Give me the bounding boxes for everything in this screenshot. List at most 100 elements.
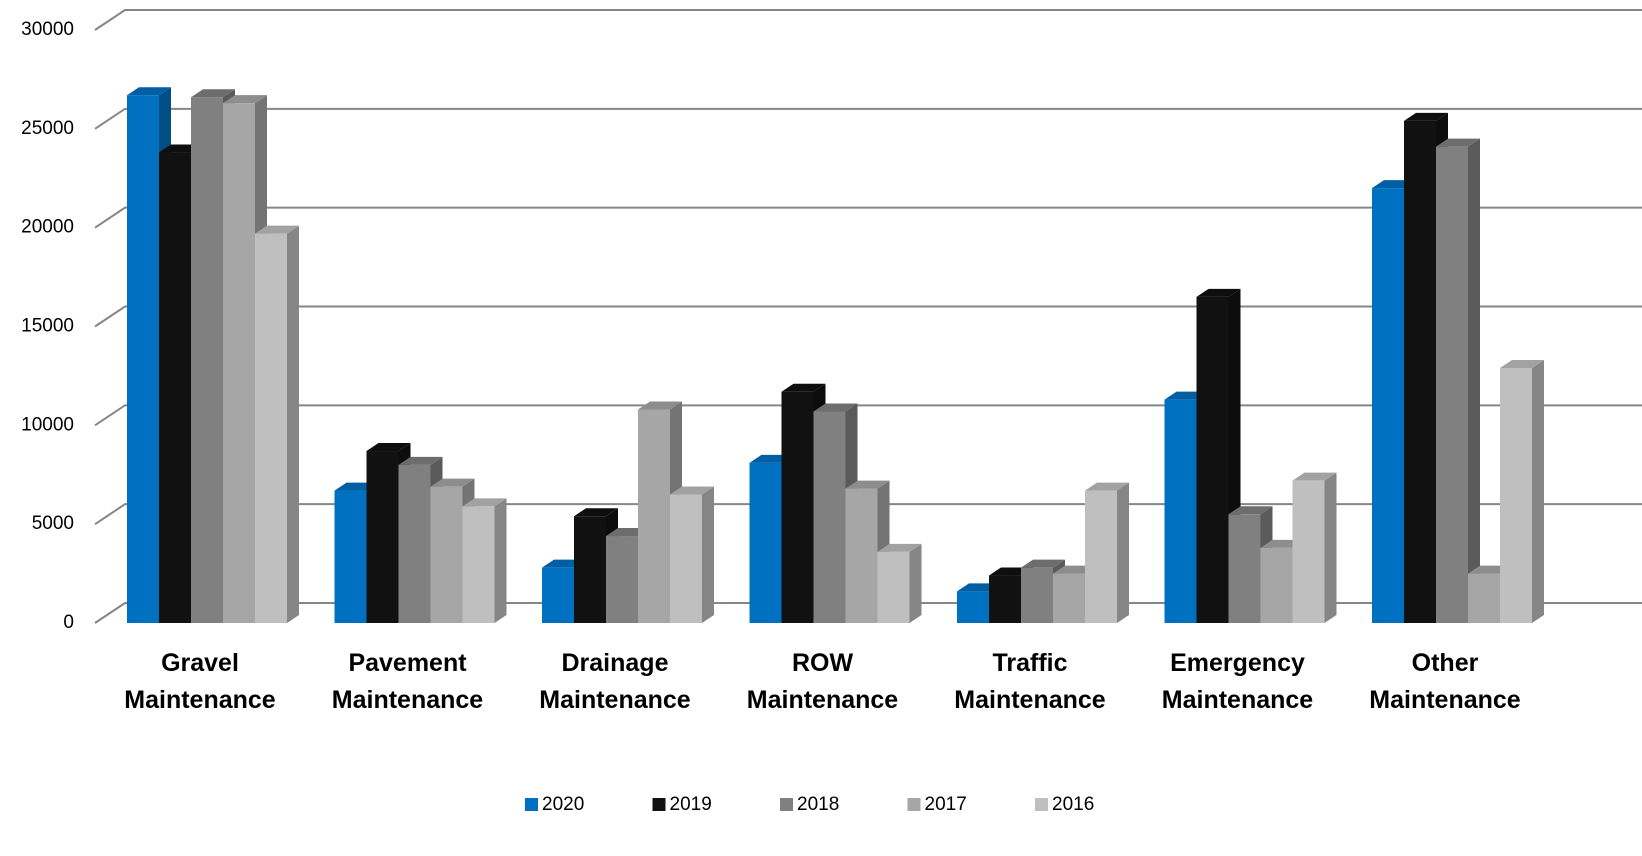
bar-front bbox=[1196, 296, 1229, 623]
bar-front bbox=[255, 233, 287, 623]
grid-line bbox=[94, 107, 1642, 130]
bar-top bbox=[462, 498, 507, 507]
bar-front bbox=[366, 451, 399, 623]
y-tick-label: 15000 bbox=[21, 316, 74, 337]
bar-front bbox=[781, 391, 814, 623]
x-tick-label: Other Maintenance bbox=[1369, 649, 1521, 714]
x-tick-label: Gravel Maintenance bbox=[124, 649, 276, 714]
bar-front bbox=[877, 551, 910, 623]
y-tick-label: 10000 bbox=[21, 414, 74, 435]
legend-label: 2019 bbox=[670, 794, 712, 815]
grid-line bbox=[94, 206, 1642, 229]
bar-front bbox=[638, 409, 670, 623]
bar-front bbox=[334, 490, 367, 623]
bar-front bbox=[1260, 547, 1293, 623]
bar-top bbox=[398, 456, 443, 465]
bar-front bbox=[813, 411, 846, 623]
bar-front bbox=[1021, 567, 1053, 623]
bar bbox=[462, 498, 507, 623]
bar-side bbox=[1468, 138, 1480, 623]
bar-front bbox=[989, 575, 1021, 623]
legend-swatch bbox=[652, 798, 666, 811]
bar-top bbox=[127, 87, 171, 96]
bar-top bbox=[430, 478, 475, 487]
bar-top bbox=[1228, 506, 1273, 515]
bar-front bbox=[670, 494, 702, 623]
legend-swatch bbox=[525, 798, 538, 811]
bar-side bbox=[287, 225, 299, 623]
bar-front bbox=[159, 152, 191, 623]
grid-line bbox=[94, 9, 1642, 31]
bar-top bbox=[1404, 112, 1448, 121]
bar-front bbox=[1468, 573, 1500, 623]
x-tick-label: Traffic Maintenance bbox=[954, 649, 1106, 714]
bar-side bbox=[702, 486, 714, 623]
bar-front bbox=[191, 97, 223, 623]
bar-front bbox=[1372, 188, 1404, 623]
grid-line bbox=[94, 503, 1642, 525]
bar-front bbox=[430, 486, 463, 623]
bar-front bbox=[1164, 399, 1197, 623]
bar-front bbox=[845, 488, 878, 623]
bar-top bbox=[813, 403, 858, 412]
bar bbox=[255, 225, 299, 623]
bar-top bbox=[191, 89, 235, 98]
legend-label: 2020 bbox=[542, 794, 584, 815]
x-tick-label: Drainage Maintenance bbox=[539, 649, 691, 714]
grid-line bbox=[94, 404, 1642, 427]
bar bbox=[670, 486, 714, 623]
bar-top bbox=[574, 508, 618, 517]
bar-top bbox=[1292, 472, 1337, 481]
bar-front bbox=[606, 536, 638, 623]
y-tick-label: 30000 bbox=[21, 19, 74, 40]
bar-top bbox=[1021, 559, 1065, 568]
legend-label: 2018 bbox=[797, 794, 839, 815]
bar-side bbox=[494, 498, 507, 623]
bar-side bbox=[1532, 360, 1544, 623]
legend-swatch bbox=[780, 798, 793, 811]
bar-side bbox=[1324, 472, 1337, 623]
y-tick-label: 20000 bbox=[21, 217, 74, 238]
bar-front bbox=[542, 567, 574, 623]
bar-front bbox=[749, 462, 782, 623]
y-tick-label: 0 bbox=[63, 612, 74, 633]
bar bbox=[1292, 472, 1337, 623]
bar-front bbox=[1228, 514, 1261, 623]
x-tick-label: ROW Maintenance bbox=[746, 649, 899, 714]
bar-front bbox=[127, 95, 159, 624]
bar-front bbox=[1404, 120, 1436, 623]
bar-front bbox=[1500, 368, 1532, 623]
x-tick-label: Pavement Maintenance bbox=[331, 649, 484, 714]
bar-side bbox=[909, 543, 922, 623]
bar-side bbox=[1117, 482, 1129, 623]
bar-top bbox=[1436, 138, 1480, 147]
bar-front bbox=[957, 591, 989, 623]
bar-front bbox=[574, 516, 606, 623]
legend-label: 2016 bbox=[1052, 794, 1094, 815]
bar bbox=[1436, 138, 1480, 623]
bar-top bbox=[1196, 288, 1241, 297]
bar-top bbox=[1085, 482, 1129, 491]
legend-swatch bbox=[907, 798, 921, 811]
bar-front bbox=[1292, 480, 1325, 623]
bar-top bbox=[781, 383, 826, 392]
bar bbox=[813, 403, 858, 623]
bar-top bbox=[638, 401, 682, 410]
bar-front bbox=[1436, 146, 1468, 623]
bar-top bbox=[877, 543, 922, 552]
bar-front bbox=[398, 464, 431, 623]
bar-front bbox=[462, 506, 495, 623]
bar-top bbox=[223, 95, 267, 104]
grid-line bbox=[94, 602, 1642, 624]
bar-front bbox=[1053, 573, 1085, 623]
y-tick-label: 25000 bbox=[21, 118, 74, 139]
bar-top bbox=[255, 225, 299, 234]
bar bbox=[1085, 482, 1129, 623]
x-tick-label: Emergency Maintenance bbox=[1161, 649, 1314, 714]
bar bbox=[1500, 360, 1544, 623]
bar-top bbox=[366, 443, 411, 452]
legend-swatch bbox=[1035, 798, 1048, 811]
bar-top bbox=[670, 486, 714, 495]
